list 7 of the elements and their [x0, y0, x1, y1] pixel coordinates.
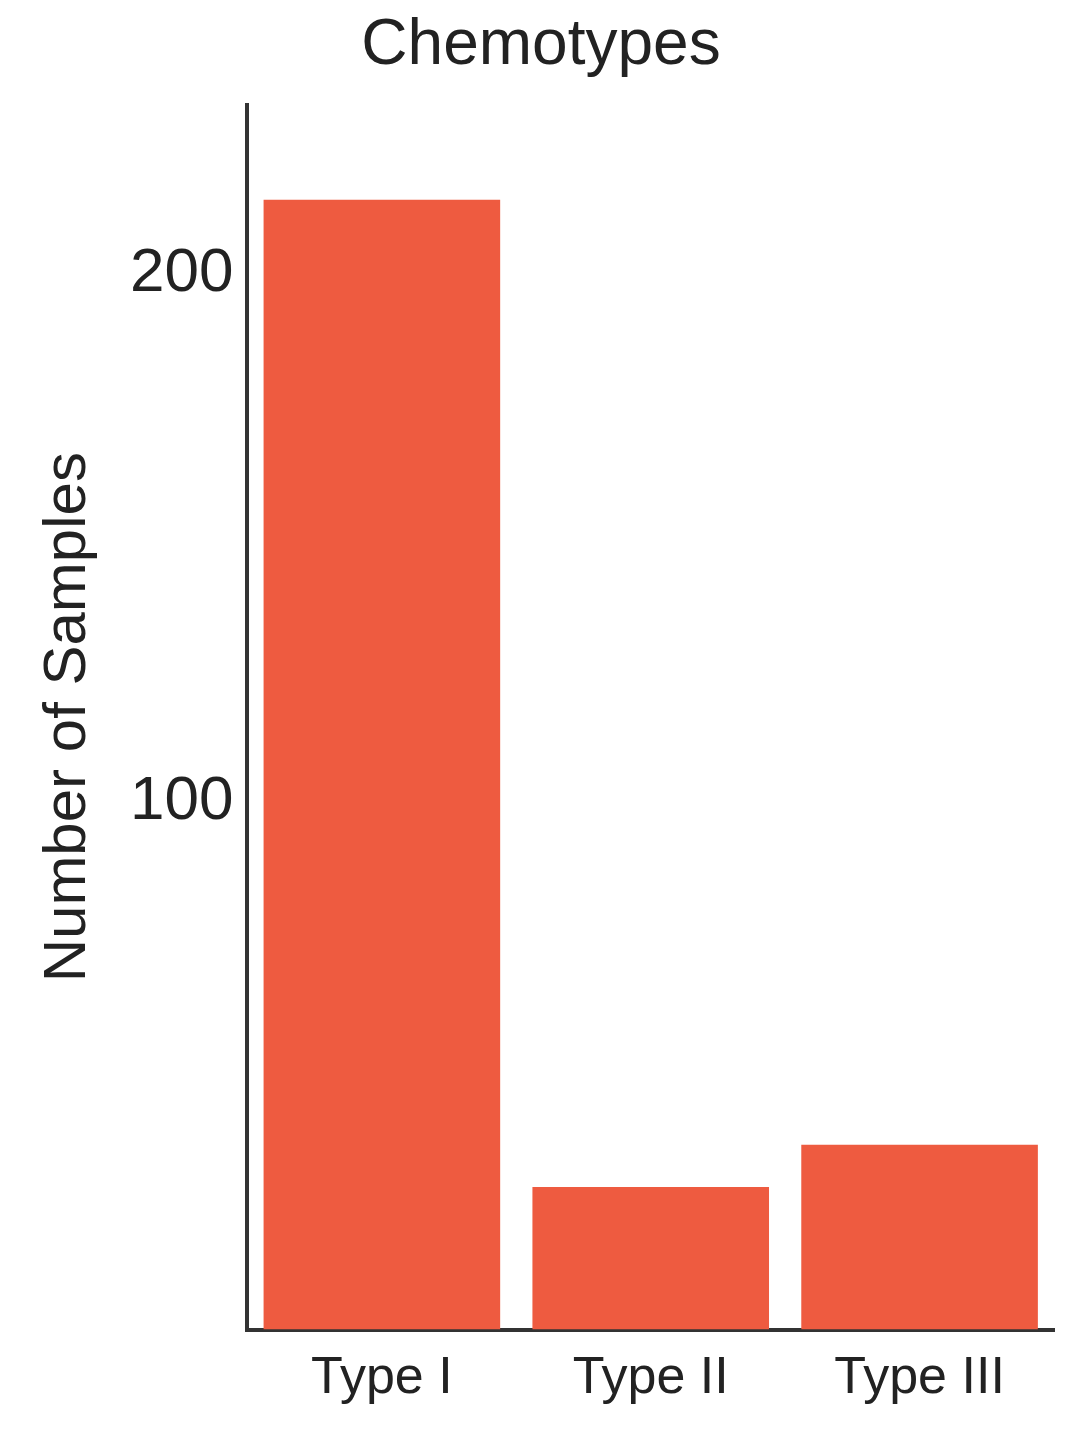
- y-axis-title: Number of Samples: [30, 452, 98, 983]
- y-tick-label: 100: [129, 762, 234, 832]
- x-tick-label: Type II: [572, 1346, 729, 1405]
- x-tick-label: Type I: [311, 1346, 453, 1405]
- chart-title: Chemotypes: [361, 6, 721, 79]
- y-tick-label: 200: [129, 234, 234, 304]
- x-tick-label: Type III: [834, 1346, 1005, 1405]
